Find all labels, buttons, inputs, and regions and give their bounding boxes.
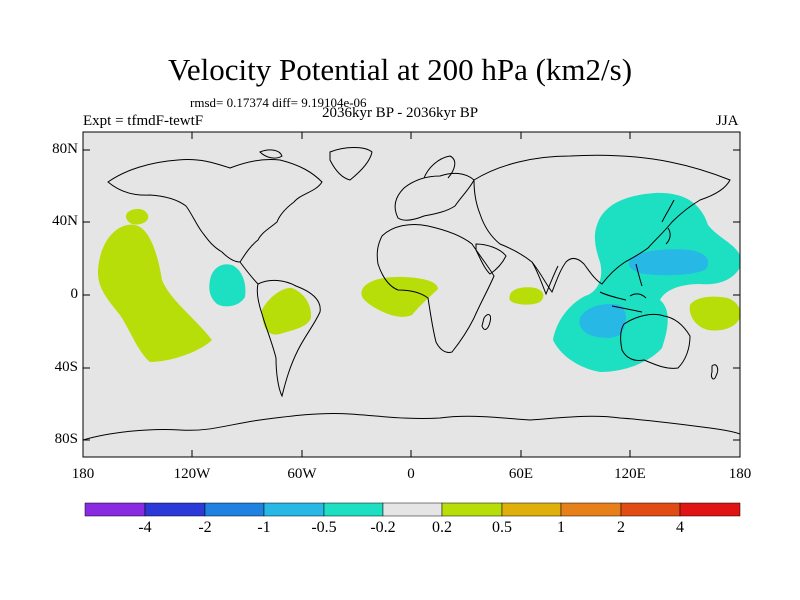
colorbar-box-1: [84, 502, 146, 517]
season-label: JJA: [716, 113, 739, 129]
period-label: 2036kyr BP - 2036kyr BP: [321, 105, 479, 121]
lon-label-180-right: 180: [728, 466, 752, 482]
lon-label-180-left: 180: [71, 466, 95, 482]
colorbar-label-neg0-2: -0.2: [370, 519, 396, 536]
central-pacific-positive-north: [125, 208, 149, 225]
lon-ticks: [82, 132, 741, 457]
lat-ticks: [83, 149, 740, 441]
colorbar-label-neg2: -2: [198, 519, 212, 536]
indian-ocean-core-negative-region: [579, 304, 626, 338]
colorbar-label-0-2: 0.2: [432, 519, 452, 536]
lat-label-0: 0: [70, 286, 79, 302]
colorbar-label-4: 4: [676, 519, 684, 536]
colorbar-box-2: [144, 502, 206, 517]
colorbar-box-3: [204, 502, 265, 517]
colorbar-box-5: [323, 502, 384, 517]
colorbar-label-2: 2: [617, 519, 625, 536]
lon-label-60w: 60W: [287, 466, 317, 482]
lon-label-120w: 120W: [173, 466, 211, 482]
lon-label-120e: 120E: [614, 466, 646, 482]
rmsd-stats: rmsd= 0.17374 diff= 9.19104e-06: [190, 95, 367, 110]
colorbar-box-7: [441, 502, 503, 517]
lat-label-80s: 80S: [54, 431, 78, 447]
colorbar-label-1: 1: [557, 519, 565, 536]
lat-label-80n: 80N: [52, 141, 78, 157]
south-america-positive-region: [262, 287, 312, 335]
colorbar-box-10: [620, 502, 681, 517]
lat-label-40s: 40S: [54, 359, 78, 375]
colorbar-label-neg4: -4: [138, 519, 152, 536]
colorbar-box-4: [263, 502, 325, 517]
indian-ocean-positive-region: [509, 287, 544, 305]
colorbar-label-neg1: -1: [257, 519, 271, 536]
colorbar: [84, 502, 741, 517]
colorbar-box-6: [382, 502, 443, 517]
east-pacific-negative-region: [209, 264, 246, 307]
colorbar-label-neg0-5: -0.5: [311, 519, 337, 536]
lon-label-0: 0: [407, 466, 415, 482]
central-pacific-positive-region: [97, 224, 212, 362]
experiment-label: Expt = tfmdF-tewtF: [83, 113, 204, 129]
plot-title: Velocity Potential at 200 hPa (km2/s): [167, 52, 633, 87]
lon-label-60e: 60E: [508, 466, 534, 482]
southwest-pacific-positive-region: [689, 296, 740, 331]
colorbar-box-11: [679, 502, 741, 517]
colorbar-label-0-5: 0.5: [492, 519, 512, 536]
atlantic-africa-positive-region: [361, 276, 438, 317]
lat-label-40n: 40N: [52, 213, 78, 229]
colorbar-box-8: [501, 502, 562, 517]
colorbar-box-9: [560, 502, 622, 517]
coastlines: [83, 147, 740, 441]
west-pacific-core-negative-region: [628, 249, 709, 276]
